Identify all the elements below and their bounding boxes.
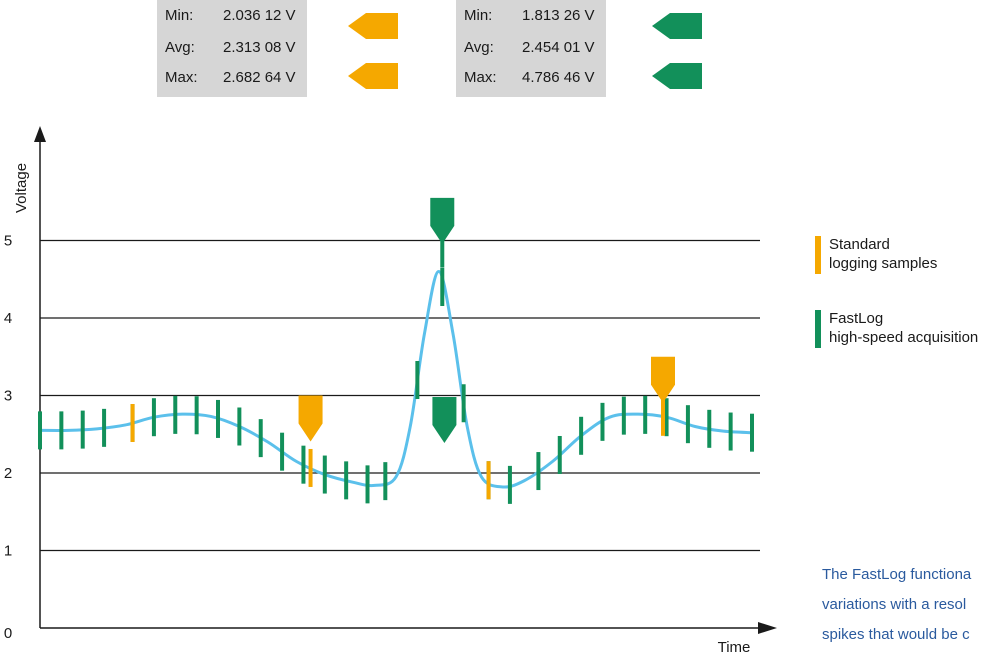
y-tick-label-0: 0 — [4, 625, 12, 642]
y-axis-label: Voltage — [13, 163, 30, 213]
fastlog-min-arrow-icon — [652, 13, 702, 39]
legend-fastlog-text: FastLog high-speed acquisition — [829, 309, 978, 347]
standard-avg-value: 2.313 08 V — [223, 39, 296, 56]
fastlog-avg-row: Avg: 2.454 01 V — [464, 38, 595, 58]
y-tick-label-4: 4 — [4, 310, 12, 327]
fastlog-avg-label: Avg: — [464, 39, 494, 56]
y-tick-labels: 0 1 2 3 4 5 — [4, 233, 12, 643]
voltage-curve — [38, 270, 754, 489]
standard-marker-1-icon — [651, 356, 675, 403]
sample-ticks — [38, 231, 754, 504]
y-axis-arrow-icon — [34, 126, 46, 142]
fastlog-min-value: 1.813 26 V — [522, 7, 595, 24]
legend-fastlog-line1: FastLog — [829, 310, 884, 327]
x-axis-label: Time — [718, 639, 751, 654]
legend-standard-swatch — [815, 236, 821, 274]
legend-standard-line2: logging samples — [829, 255, 938, 272]
description-text: The FastLog functiona variations with a … — [822, 560, 997, 650]
fastlog-min-row: Min: 1.813 26 V — [464, 6, 595, 26]
grid-lines — [40, 239, 760, 552]
fastlog-max-arrow-icon — [652, 63, 702, 89]
y-tick-label-2: 2 — [4, 465, 12, 482]
stats-arrows — [348, 13, 702, 89]
legend-fastlog-line2: high-speed acquisition — [829, 329, 979, 346]
fastlog-min-label: Min: — [464, 7, 493, 24]
fastlog-max-row: Max: 4.786 46 V — [464, 68, 595, 88]
standard-avg-row: Avg: 2.313 08 V — [165, 38, 296, 58]
x-axis-arrow-icon — [758, 622, 777, 634]
fastlog-marker-1-icon — [432, 397, 457, 444]
standard-min-row: Min: 2.036 12 V — [165, 6, 296, 26]
standard-max-row: Max: 2.682 64 V — [165, 68, 296, 88]
y-tick-label-3: 3 — [4, 388, 12, 405]
legend-fastlog-swatch — [815, 310, 821, 348]
legend-standard-text: Standard logging samples — [829, 235, 937, 273]
description-line2: variations with a resol — [822, 596, 967, 613]
standard-min-label: Min: — [165, 7, 194, 24]
standard-min-value: 2.036 12 V — [223, 7, 296, 24]
standard-avg-label: Avg: — [165, 39, 195, 56]
fastlog-max-label: Max: — [464, 69, 497, 86]
y-tick-label-5: 5 — [4, 233, 12, 250]
standard-min-arrow-icon — [348, 13, 398, 39]
standard-max-arrow-icon — [348, 63, 398, 89]
description-line1: The FastLog functiona — [822, 566, 972, 583]
legend-standard-line1: Standard — [829, 236, 890, 253]
standard-stats-panel: Min: 2.036 12 V Avg: 2.313 08 V Max: 2.682 … — [157, 0, 307, 97]
fastlog-avg-value: 2.454 01 V — [522, 39, 595, 56]
fastlog-max-value: 4.786 46 V — [522, 69, 595, 86]
fastlog-marker-0-icon — [430, 197, 455, 244]
standard-marker-0-icon — [298, 395, 323, 442]
standard-max-value: 2.682 64 V — [223, 69, 296, 86]
fastlog-stats-panel: Min: 1.813 26 V Avg: 2.454 01 V Max: 4.786 … — [456, 0, 606, 97]
y-tick-label-1: 1 — [4, 543, 12, 560]
description-line3: spikes that would be c — [822, 626, 970, 643]
standard-max-label: Max: — [165, 69, 198, 86]
extreme-markers — [298, 197, 675, 444]
